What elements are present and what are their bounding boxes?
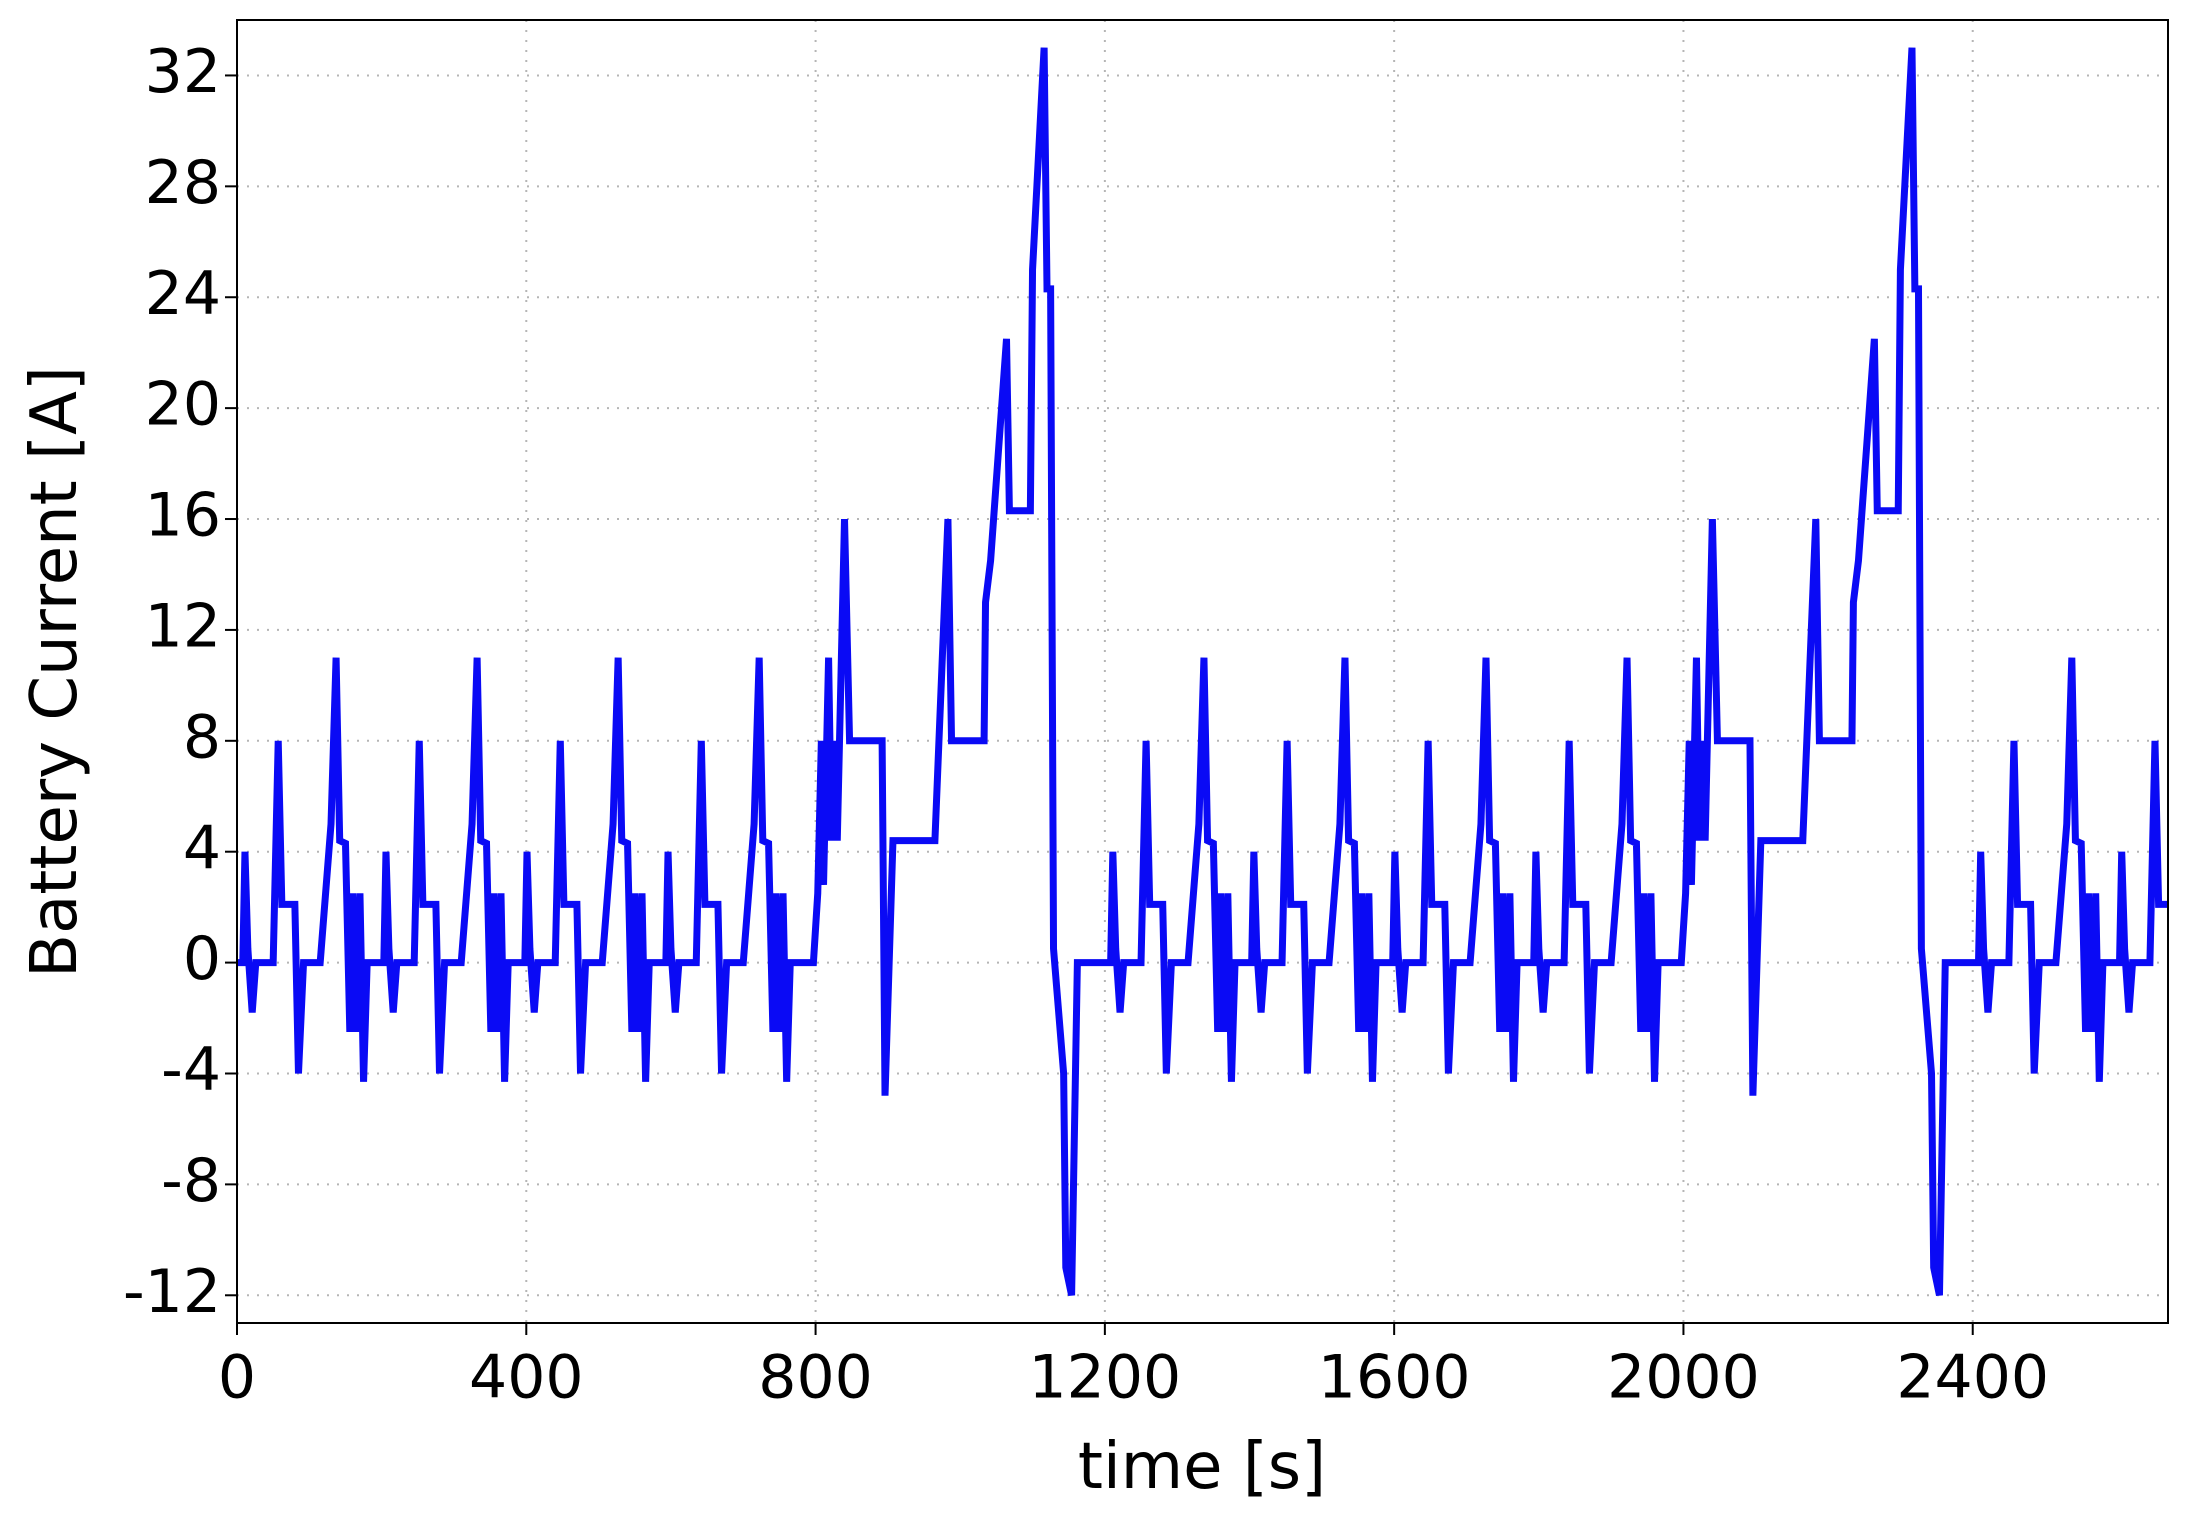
x-tick-label: 1600 [1318,1343,1471,1413]
y-tick-label: 16 [145,481,221,551]
y-tick-label: 0 [183,924,221,994]
x-tick-label: 800 [758,1343,873,1413]
y-tick-label: 4 [183,813,221,883]
x-axis-label: time [s] [1078,1430,1326,1504]
x-tick-label: 0 [218,1343,256,1413]
y-tick-label: 32 [145,37,221,107]
y-tick-label: 12 [145,592,221,662]
y-tick-label: -12 [123,1257,221,1327]
plot [237,47,2168,1296]
y-tick-label: 28 [145,148,221,218]
ticks: -12 -8 -4 0 4 8 12 16 20 24 28 32 0 400 800 1200 1600 200… [123,37,2049,1413]
x-tick-label: 400 [469,1343,584,1413]
x-tick-label: 1200 [1029,1343,1182,1413]
x-tick-label: 2400 [1896,1343,2049,1413]
y-tick-label: 20 [145,370,221,440]
y-tick-label: 24 [145,259,221,329]
y-axis-label: Battery Current [A] [18,366,92,978]
data-line [237,47,2168,1296]
plot-frame [236,19,2169,1324]
x-tick-label: 2000 [1607,1343,1760,1413]
y-tick-label: -4 [161,1035,221,1105]
y-tick-label: -8 [161,1146,221,1216]
grid [236,20,2168,1323]
y-tick-label: 8 [183,702,221,772]
